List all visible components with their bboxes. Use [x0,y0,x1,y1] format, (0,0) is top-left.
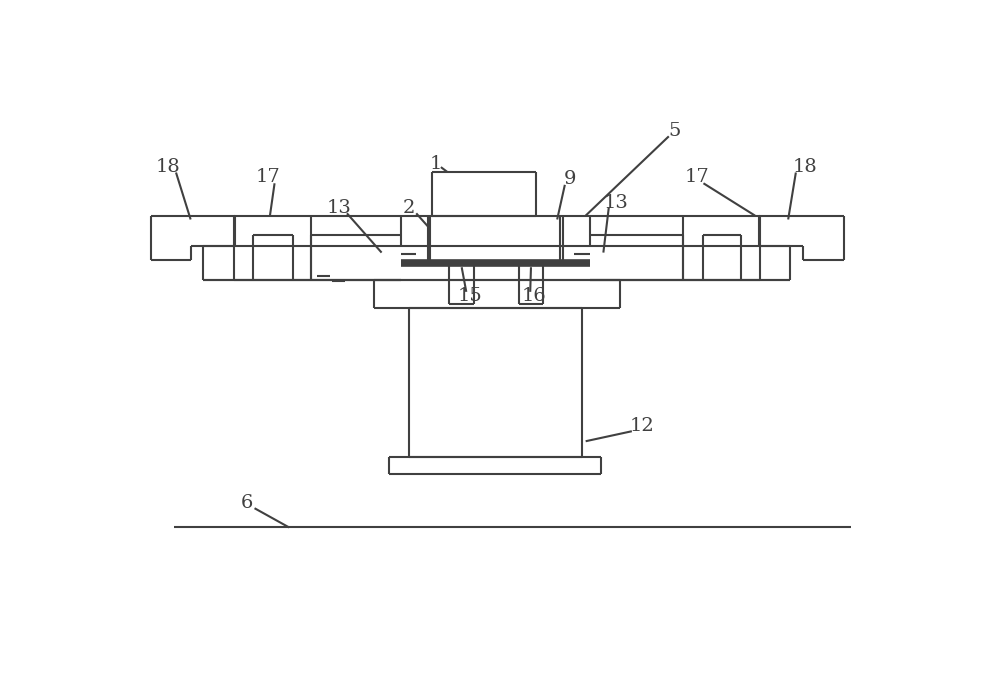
Text: 15: 15 [458,288,483,305]
Text: 17: 17 [685,168,710,186]
Text: 6: 6 [241,494,253,512]
Text: 5: 5 [668,122,680,140]
Text: 1: 1 [429,155,442,173]
Text: 13: 13 [327,199,352,217]
Text: 9: 9 [564,171,576,189]
Text: 13: 13 [604,193,629,212]
Text: 2: 2 [403,199,416,217]
Text: 16: 16 [522,288,546,305]
Text: 12: 12 [629,417,654,435]
Text: 18: 18 [155,158,180,176]
Text: 18: 18 [793,158,817,176]
Text: 17: 17 [256,168,281,186]
